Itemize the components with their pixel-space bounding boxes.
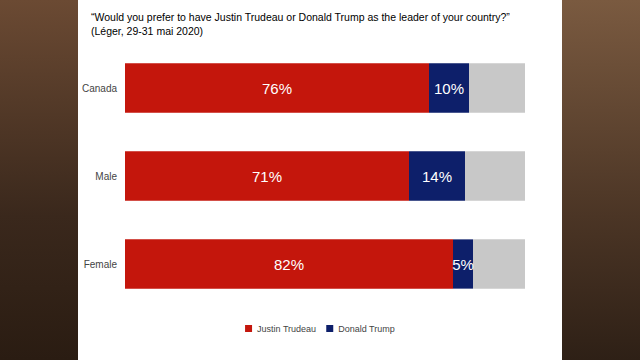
svg-text:“Would you prefer to have Just: “Would you prefer to have Justin Trudeau… bbox=[91, 11, 510, 23]
svg-text:Justin Trudeau: Justin Trudeau bbox=[257, 324, 316, 334]
svg-text:5%: 5% bbox=[452, 256, 474, 273]
svg-text:(Léger, 29-31 mai 2020): (Léger, 29-31 mai 2020) bbox=[91, 25, 203, 37]
svg-text:10%: 10% bbox=[434, 80, 464, 97]
svg-text:82%: 82% bbox=[274, 256, 304, 273]
svg-text:Donald Trump: Donald Trump bbox=[338, 324, 395, 334]
svg-text:14%: 14% bbox=[422, 168, 452, 185]
svg-text:Male: Male bbox=[95, 171, 117, 182]
svg-text:76%: 76% bbox=[262, 80, 292, 97]
svg-text:Female: Female bbox=[84, 259, 118, 270]
svg-text:71%: 71% bbox=[252, 168, 282, 185]
svg-text:Canada: Canada bbox=[82, 83, 117, 94]
